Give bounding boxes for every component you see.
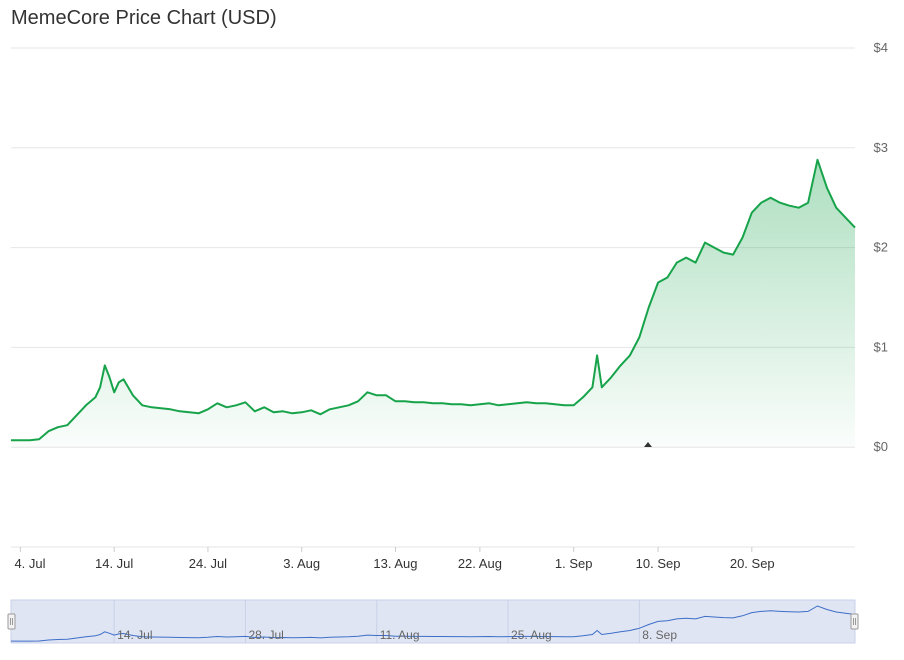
range-navigator[interactable]: 14. Jul 28. Jul 11. Aug 25. Aug 8. Sep bbox=[7, 599, 859, 644]
x-tick-label: 20. Sep bbox=[730, 556, 775, 571]
price-series-line bbox=[11, 158, 856, 442]
y-tick-label: $4 bbox=[874, 40, 888, 55]
x-axis-labels: 4. Jul 14. Jul 24. Jul 3. Aug 13. Aug 22. Aug… bbox=[14, 547, 775, 571]
navigator-tick-label: 8. Sep bbox=[642, 628, 677, 642]
x-tick-label: 3. Aug bbox=[283, 556, 320, 571]
price-area-fill bbox=[11, 159, 855, 448]
y-tick-label: $3 bbox=[874, 140, 888, 155]
x-tick-label: 14. Jul bbox=[95, 556, 133, 571]
navigator-labels: 14. Jul 28. Jul 11. Aug 25. Aug 8. Sep bbox=[117, 628, 677, 642]
y-tick-label: $0 bbox=[874, 439, 888, 454]
navigator-tick-label: 14. Jul bbox=[117, 628, 152, 642]
navigator-series bbox=[11, 605, 856, 642]
navigator-tick-label: 28. Jul bbox=[248, 628, 283, 642]
y-tick-label: $1 bbox=[874, 339, 888, 354]
price-area bbox=[11, 159, 855, 448]
x-tick-label: 24. Jul bbox=[189, 556, 227, 571]
price-line bbox=[11, 158, 856, 442]
navigator-background bbox=[10, 599, 856, 644]
y-tick-label: $2 bbox=[874, 240, 888, 255]
x-tick-label: 4. Jul bbox=[14, 556, 45, 571]
y-axis-labels: $0 $1 $2 $3 $4 bbox=[874, 40, 888, 454]
chart-title: MemeCore Price Chart (USD) bbox=[11, 7, 277, 29]
navigator-series-line bbox=[11, 605, 856, 642]
event-marker-icon[interactable] bbox=[644, 442, 652, 447]
x-tick-label: 1. Sep bbox=[555, 556, 593, 571]
x-tick-label: 13. Aug bbox=[373, 556, 417, 571]
navigator-tick-label: 25. Aug bbox=[511, 628, 552, 642]
x-tick-label: 22. Aug bbox=[458, 556, 502, 571]
x-tick-label: 10. Sep bbox=[636, 556, 681, 571]
navigator-tick-label: 11. Aug bbox=[380, 628, 420, 642]
navigator-left-handle[interactable] bbox=[7, 613, 16, 630]
navigator-right-handle[interactable] bbox=[850, 613, 859, 630]
